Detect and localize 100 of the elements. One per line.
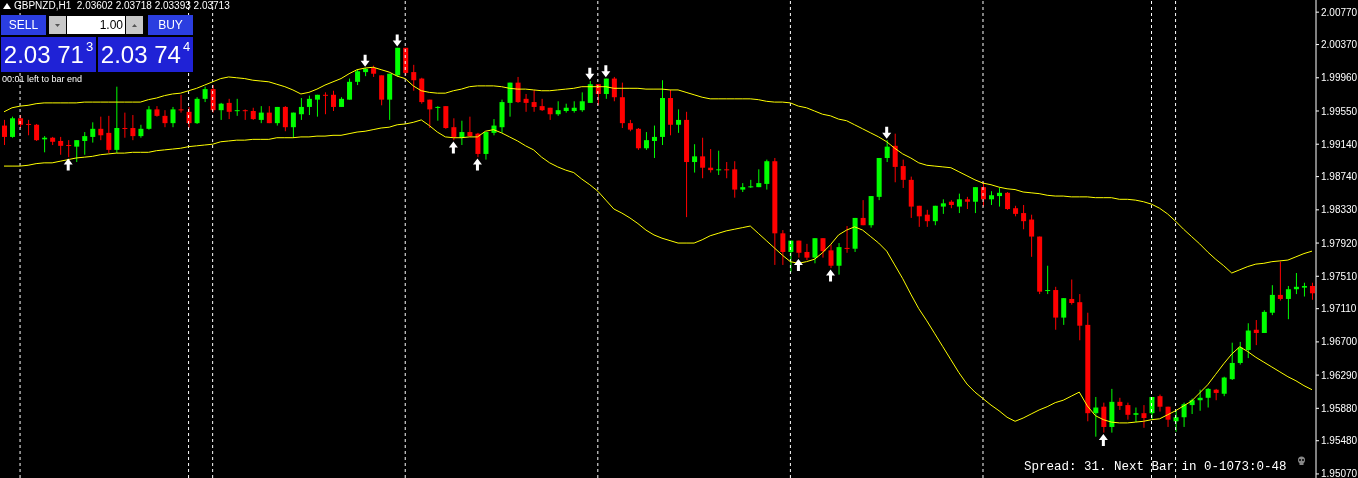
candlestick: [1253, 319, 1259, 346]
point: [601, 65, 611, 78]
candlestick: [651, 125, 657, 159]
candlestick: [443, 105, 449, 130]
y-tick-label: 2.00770: [1321, 6, 1358, 18]
candlestick: [298, 97, 304, 121]
candlestick: [1141, 404, 1147, 429]
candlestick: [611, 76, 617, 102]
candlestick: [900, 159, 906, 189]
y-tick-label: 1.97920: [1321, 237, 1358, 249]
point: [793, 258, 803, 271]
candlestick: [178, 94, 184, 114]
candlestick: [820, 237, 826, 259]
candlestick: [1045, 265, 1051, 295]
candlestick: [732, 160, 738, 199]
candlestick: [1285, 285, 1291, 320]
y-tick-label: 1.96290: [1321, 369, 1358, 381]
candlestick: [106, 115, 112, 154]
candlestick: [1117, 397, 1123, 411]
candlestick: [322, 91, 328, 115]
y-tick-label: 1.99550: [1321, 105, 1358, 117]
candlestick: [226, 98, 232, 120]
candlestick: [1277, 261, 1283, 302]
candlestick: [1173, 410, 1179, 433]
candlestick: [242, 108, 248, 121]
y-tick-label: 1.99960: [1321, 72, 1358, 84]
candlestick: [475, 132, 481, 158]
candlestick: [1221, 376, 1227, 397]
candlestick: [282, 105, 288, 132]
point: [1098, 433, 1108, 446]
candlestick: [210, 84, 216, 114]
candlestick: [531, 89, 537, 113]
candlestick: [98, 116, 104, 141]
candlestick: [114, 86, 120, 154]
candlestick: [1101, 402, 1107, 434]
candlestick: [764, 159, 770, 191]
candlestick: [972, 186, 978, 214]
candlestick: [1245, 322, 1251, 359]
candlestick: [146, 105, 152, 131]
annotation: 2.03 74$^{4}$: [100, 39, 191, 70]
annotation: 1.00: [67, 16, 125, 34]
candlestick: [956, 193, 962, 214]
candlestick: [82, 131, 88, 156]
candlestick: [716, 150, 722, 176]
point: [360, 54, 370, 67]
candlestick: [170, 106, 176, 128]
y-tick-label: 1.95480: [1321, 435, 1358, 447]
candlestick: [828, 244, 834, 269]
candlestick: [523, 93, 529, 113]
candlestick: [676, 108, 682, 134]
point: [882, 126, 892, 139]
candlestick: [539, 98, 545, 112]
candlestick: [836, 242, 842, 276]
candlestick: [10, 116, 16, 139]
candlestick: [2, 119, 7, 146]
annotation: 2.03 71$^{3}$: [3, 39, 94, 70]
candlestick: [1205, 387, 1211, 409]
candlestick: [234, 98, 240, 117]
y-tick-label: 1.95880: [1321, 402, 1358, 414]
candlestick: [1237, 341, 1243, 366]
y-tick-label: 2.00370: [1321, 39, 1358, 51]
candlestick: [1261, 309, 1267, 334]
candlestick: [1061, 297, 1067, 326]
y-tick-label: 1.99140: [1321, 138, 1358, 150]
candlestick: [347, 78, 353, 101]
point: [392, 34, 402, 47]
candlestick: [804, 243, 810, 261]
annotation: 00:01 left to bar end: [2, 74, 83, 84]
candlestick: [138, 124, 144, 139]
candlestick: [1181, 402, 1187, 428]
y-tick-label: 1.98740: [1321, 171, 1358, 183]
y-tick-label: 1.95070: [1321, 468, 1358, 478]
point: [585, 67, 595, 80]
candlestick: [579, 91, 585, 113]
candlestick: [892, 133, 898, 183]
candlestick: [74, 139, 80, 163]
annotation: Spread: 31. Next Bar in 0-1073:0-48: [1024, 460, 1287, 475]
chart-title: GBPNZD,H1 2.03602 2.03718 2.03393 2.03713: [14, 0, 230, 12]
candlestick: [635, 127, 641, 151]
candlestick: [844, 225, 850, 254]
y-tick-label: 1.96700: [1321, 336, 1358, 348]
candlestick: [331, 90, 336, 112]
candlestick: [780, 229, 786, 266]
point: [63, 158, 73, 171]
candlestick: [700, 137, 706, 179]
annotation: SELL: [1, 15, 46, 35]
candlestick: [26, 119, 32, 136]
candlestick: [411, 64, 417, 92]
candlestick: [427, 99, 433, 129]
candlestick: [692, 143, 698, 174]
candlestick: [306, 95, 312, 116]
candlestick: [435, 105, 441, 122]
y-tick-label: 1.98330: [1321, 204, 1358, 216]
candlestick: [1069, 279, 1075, 306]
candlestick: [1029, 214, 1035, 258]
candlestick: [860, 199, 866, 226]
annotation: BUY: [148, 15, 193, 35]
candlestick: [997, 187, 1003, 208]
candlestick: [130, 114, 136, 141]
point: [826, 269, 836, 282]
